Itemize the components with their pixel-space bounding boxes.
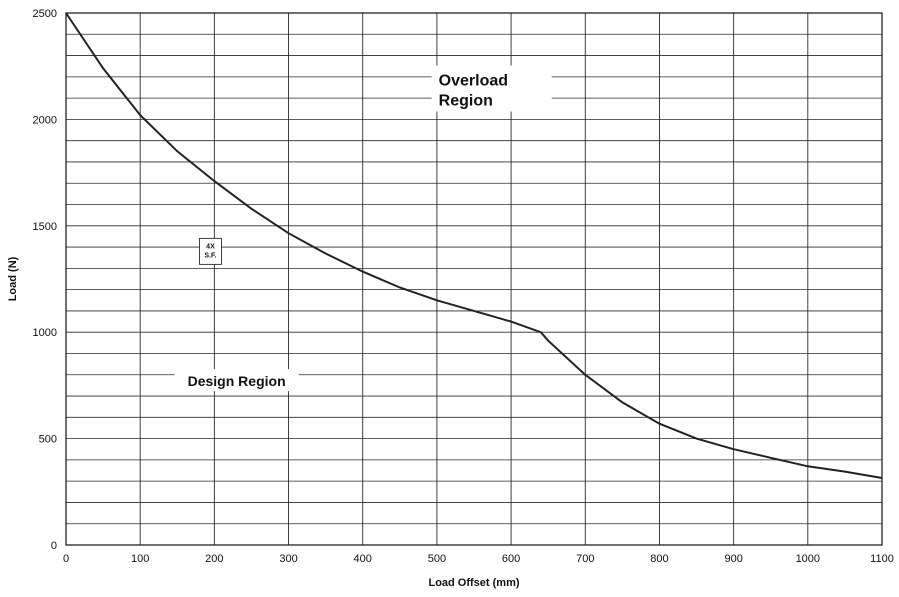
x-tick-label: 300 bbox=[279, 553, 297, 565]
y-tick-labels: 0 500 1000 1500 2000 2500 bbox=[33, 8, 57, 552]
annotations: Overload Region Design Region 4X S.F. bbox=[174, 65, 552, 392]
x-tick-label: 700 bbox=[576, 553, 594, 565]
grid-major bbox=[65, 12, 883, 546]
x-tick-label: 600 bbox=[502, 553, 520, 565]
x-tick-label: 0 bbox=[63, 553, 69, 565]
x-tick-label: 1000 bbox=[796, 553, 820, 565]
x-tick-label: 400 bbox=[354, 553, 372, 565]
overload-label-bg bbox=[431, 65, 552, 112]
y-tick-label: 0 bbox=[51, 540, 57, 552]
safety-factor-label: 4X bbox=[206, 243, 215, 250]
x-tick-label: 100 bbox=[131, 553, 149, 565]
safety-factor-box bbox=[199, 237, 222, 265]
design-region-label: Design Region bbox=[188, 373, 286, 389]
x-tick-label: 1100 bbox=[870, 553, 894, 565]
x-tick-label: 800 bbox=[650, 553, 668, 565]
y-tick-label: 500 bbox=[39, 434, 57, 446]
overload-region-label: Region bbox=[439, 92, 493, 109]
safety-factor-label: S.F. bbox=[204, 252, 216, 259]
x-tick-labels: 0 100 200 300 400 500 600 700 800 900 1000 1100 bbox=[63, 553, 894, 565]
plot-border bbox=[65, 12, 883, 546]
y-tick-label: 1500 bbox=[33, 221, 57, 233]
load-curve bbox=[65, 12, 883, 479]
x-tick-label: 500 bbox=[428, 553, 446, 565]
y-tick-label: 1000 bbox=[33, 327, 57, 339]
x-tick-label: 900 bbox=[724, 553, 742, 565]
overload-region-label: Overload bbox=[439, 72, 508, 89]
y-tick-label: 2000 bbox=[33, 114, 57, 126]
x-tick-label: 200 bbox=[205, 553, 223, 565]
y-axis-title: Load (N) bbox=[7, 256, 19, 301]
design-label-bg bbox=[174, 369, 299, 392]
x-axis-title: Load Offset (mm) bbox=[428, 577, 519, 589]
y-tick-label: 2500 bbox=[33, 8, 57, 20]
